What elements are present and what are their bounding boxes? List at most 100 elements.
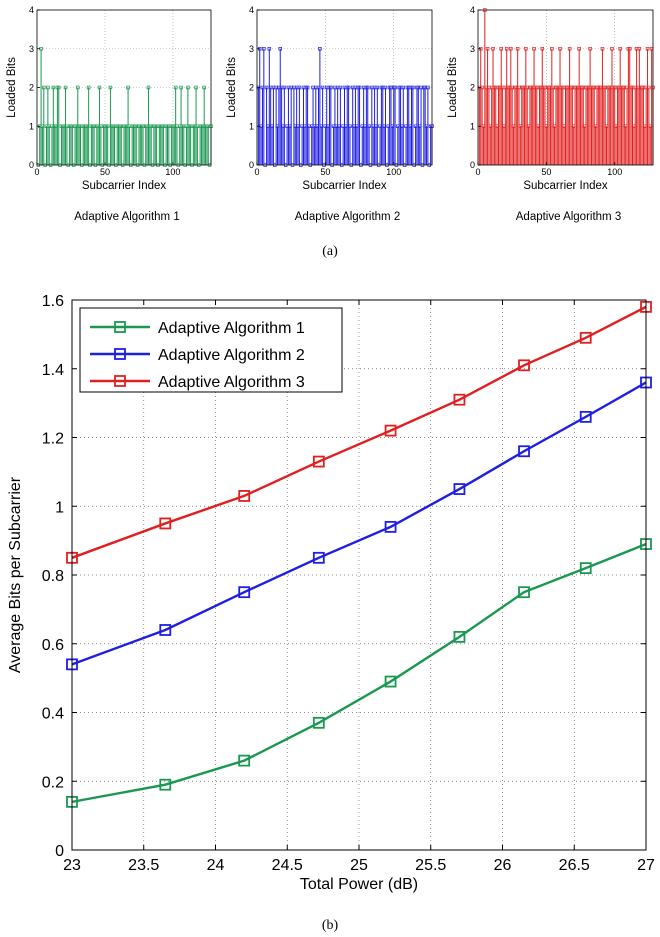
series-marker: [238, 586, 251, 599]
x-tick-label: 26: [494, 857, 512, 874]
series-marker: [159, 517, 172, 530]
caption-b: (b): [322, 918, 339, 933]
y-tick-label: 1.4: [42, 362, 64, 379]
stem-marker: [558, 46, 562, 51]
x-tick-label: 50: [100, 167, 110, 177]
stem-marker: [338, 85, 343, 90]
series-marker: [579, 331, 592, 344]
stem-marker: [282, 85, 287, 90]
series-line: [71, 381, 647, 666]
stem-marker: [524, 46, 528, 51]
stem-marker: [173, 85, 178, 90]
series-marker: [312, 455, 325, 468]
stem-marker: [264, 85, 269, 90]
legend-marker: [114, 348, 126, 360]
stem-marker: [375, 85, 380, 90]
x-tick-label: 23: [63, 857, 81, 874]
stem-marker: [194, 85, 198, 90]
y-tick-label: 1: [470, 121, 475, 131]
y-tick-label: 0.8: [42, 568, 64, 585]
stem-marker: [637, 46, 642, 51]
stem-marker: [63, 85, 68, 90]
y-tick-label: 4: [470, 5, 475, 15]
stem-marker: [365, 85, 370, 90]
stem-marker: [618, 46, 622, 51]
series-line: [71, 542, 647, 804]
series-marker: [159, 778, 172, 791]
x-axis-label: Subcarrier Index: [82, 180, 167, 192]
main-chart: 23 23.5 24 24.5 25 25.5 26 26.5 27 0 0.2 0.4 0.6 0.8 1…: [7, 293, 655, 893]
y-tick-label: 0: [55, 843, 64, 860]
x-axis-label: Subcarrier Index: [302, 180, 387, 192]
y-tick-label: 3: [470, 44, 475, 54]
series-marker: [159, 624, 172, 636]
legend-label: Adaptive Algorithm 2: [158, 347, 305, 364]
stem-marker: [56, 85, 61, 90]
stem-marker: [108, 85, 113, 90]
series-marker: [238, 754, 251, 767]
stem-marker: [645, 46, 650, 51]
caption-a: (a): [322, 244, 338, 259]
legend: Adaptive Algorithm 1 Adaptive Algorithm 2…: [79, 307, 343, 393]
legend-marker: [114, 321, 126, 333]
series-marker: [579, 410, 592, 423]
series-marker: [312, 551, 325, 564]
y-tick-label: 0.6: [42, 637, 64, 654]
subplot-caption: Adaptive Algorithm 3: [516, 211, 621, 223]
series-marker: [238, 490, 251, 502]
subplot-caption: Adaptive Algorithm 2: [295, 211, 400, 223]
stem-marker: [485, 46, 490, 51]
y-tick-label: 1: [29, 121, 34, 131]
stem-marker: [320, 85, 325, 90]
y-tick-label: 1: [55, 499, 64, 516]
y-tick-label: 1: [249, 121, 254, 131]
y-tick-label: 3: [29, 44, 34, 54]
stem-marker: [42, 85, 46, 90]
stem-marker: [532, 46, 536, 51]
stem-marker: [383, 85, 388, 90]
stem-marker: [577, 46, 581, 51]
stem-marker: [179, 85, 183, 90]
legend-marker: [114, 375, 126, 387]
stem-marker: [515, 46, 520, 51]
x-tick-label: 24.5: [272, 857, 303, 874]
series-marker: [453, 483, 466, 495]
legend-item: Adaptive Algorithm 2: [90, 347, 305, 364]
stem-chart-3: 0 50 100 0 1 2 3 4 Subcarrier Index Loaded Bits Ad…: [447, 5, 655, 223]
stem-marker: [540, 46, 545, 51]
series-2: [66, 376, 652, 671]
stem-marker: [126, 85, 130, 90]
series-marker: [518, 359, 530, 372]
stem-marker: [509, 46, 513, 51]
stem-marker: [647, 85, 651, 90]
x-axis-label: Subcarrier Index: [523, 180, 608, 192]
stem-chart-1: 0 50 100 0 1 2 3 4 Subcarrier Index Loaded Bits Ad…: [6, 5, 213, 223]
y-tick-label: 2: [470, 83, 475, 93]
stem-marker: [202, 85, 206, 90]
y-tick-label: 2: [29, 83, 34, 93]
stem-marker: [504, 46, 509, 51]
x-tick-label: 50: [541, 167, 551, 177]
legend-item: Adaptive Algorithm 1: [90, 320, 305, 337]
y-axis-label: Loaded Bits: [226, 57, 238, 118]
stem-marker: [51, 85, 56, 90]
stem-marker: [588, 46, 592, 51]
stem-marker: [262, 46, 266, 51]
stem-series: [477, 8, 655, 165]
stem-marker: [367, 124, 371, 128]
legend-label: Adaptive Algorithm 3: [158, 374, 305, 391]
stem-marker: [278, 46, 282, 51]
subplot-caption: Adaptive Algorithm 1: [74, 211, 179, 223]
series-marker: [453, 630, 466, 643]
y-tick-label: 0: [249, 160, 254, 170]
stem-marker: [346, 85, 351, 90]
stem-series: [256, 46, 434, 167]
stem-marker: [305, 85, 310, 90]
stem-marker: [267, 46, 272, 51]
line-chart: 23 23.5 24 24.5 25 25.5 26 26.5 27 0 0.2 0.4 0.6 0.8 1…: [7, 293, 655, 893]
stem-marker: [357, 85, 362, 90]
stem-marker: [499, 46, 503, 51]
stem-chart-2: 0 50 100 0 1 2 3 4 Subcarrier Index Loaded Bits Ad…: [226, 5, 434, 223]
stem-marker: [46, 85, 50, 90]
